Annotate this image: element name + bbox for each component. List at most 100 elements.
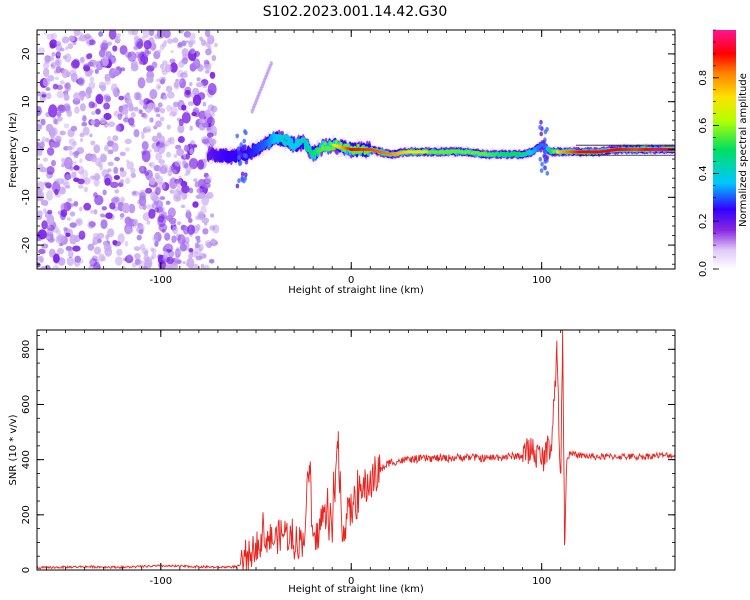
noise-blob	[100, 219, 108, 230]
burst-blob	[244, 159, 249, 165]
noise-blob	[54, 188, 59, 196]
bottom-x-tick-label: -100	[149, 576, 172, 587]
noise-blob	[74, 255, 81, 263]
noise-blob	[211, 111, 215, 117]
top-y-tick-label: -10	[21, 189, 32, 205]
noise-blob	[145, 76, 154, 84]
burst-blob	[235, 183, 240, 189]
noise-blob	[73, 92, 82, 101]
noise-blob	[152, 234, 158, 243]
noise-streak	[269, 61, 273, 66]
trace-cell	[302, 138, 306, 142]
noise-blob	[88, 101, 95, 109]
noise-blob	[151, 142, 157, 150]
burst-blob	[244, 172, 248, 178]
noise-blob	[67, 249, 74, 259]
noise-blob	[63, 181, 71, 188]
noise-blob	[166, 104, 173, 112]
noise-blob	[133, 129, 140, 138]
noise-blob	[204, 30, 211, 38]
noise-blob	[93, 209, 98, 215]
noise-blob	[40, 118, 46, 126]
burst-blob	[539, 147, 543, 153]
noise-blob	[188, 218, 193, 223]
burst-blob	[545, 126, 549, 132]
noise-blob	[41, 136, 46, 143]
noise-blob	[150, 247, 154, 252]
noise-blob	[189, 125, 193, 131]
trace-core-cell	[424, 150, 428, 154]
noise-blob	[194, 181, 199, 188]
noise-blob	[56, 51, 61, 57]
colorbar-tick-label: 0.6	[698, 118, 709, 134]
trace-cell	[282, 134, 286, 139]
noise-blob	[211, 55, 217, 62]
noise-blob	[117, 233, 125, 244]
burst-blob	[241, 145, 246, 151]
burst-blob	[235, 133, 239, 139]
noise-blob	[109, 202, 116, 210]
noise-blob	[163, 250, 169, 258]
noise-blob	[179, 243, 187, 252]
noise-blob	[44, 56, 51, 65]
noise-blob	[71, 171, 77, 179]
noise-blob	[151, 135, 159, 142]
noise-blob	[52, 83, 59, 90]
noise-blob	[165, 151, 172, 158]
noise-blob	[62, 55, 68, 60]
noise-blob	[69, 222, 77, 228]
noise-blob	[158, 223, 168, 232]
noise-blob	[115, 256, 123, 266]
noise-blob	[188, 32, 196, 41]
noise-blob	[133, 218, 139, 226]
noise-blob	[88, 221, 96, 228]
chart-title: S102.2023.001.14.42.G30	[263, 4, 448, 20]
noise-blob	[162, 246, 167, 252]
noise-blob	[107, 168, 112, 173]
noise-blob	[114, 36, 121, 44]
noise-blob	[199, 36, 204, 41]
noise-blob	[97, 238, 102, 244]
noise-blob	[79, 57, 86, 64]
noise-blob	[93, 60, 100, 66]
noise-blob	[156, 78, 160, 82]
noise-blob	[120, 196, 125, 203]
noise-blob	[90, 140, 96, 146]
burst-blob	[545, 155, 550, 161]
trace-cell	[278, 134, 282, 139]
noise-blob	[157, 86, 161, 89]
noise-blob	[122, 202, 130, 214]
noise-blob	[186, 209, 190, 213]
noise-blob	[167, 169, 173, 177]
noise-blob	[209, 225, 216, 231]
noise-blob	[155, 146, 162, 151]
trace-cell	[281, 137, 285, 142]
noise-blob	[92, 242, 96, 246]
noise-blob	[47, 209, 53, 215]
noise-blob	[157, 102, 163, 108]
noise-blob	[126, 226, 133, 234]
noise-blob	[133, 91, 141, 101]
noise-blob	[79, 32, 83, 36]
noise-blob	[89, 258, 98, 267]
burst-blob	[539, 168, 544, 174]
noise-blob	[93, 192, 98, 198]
noise-blob	[136, 234, 142, 241]
noise-blob	[124, 255, 134, 264]
noise-blob	[112, 142, 119, 152]
noise-blob	[164, 64, 172, 73]
noise-blob	[156, 113, 161, 118]
noise-blob	[146, 204, 154, 210]
noise-blob	[103, 93, 111, 103]
noise-blob	[120, 112, 124, 117]
noise-blob	[158, 212, 162, 216]
noise-blob	[93, 246, 102, 255]
noise-blob	[189, 82, 193, 87]
noise-blob	[187, 224, 196, 235]
noise-blob	[46, 190, 54, 201]
noise-blob	[124, 240, 129, 247]
noise-blob	[148, 30, 155, 37]
colorbar-tick-label: 0.2	[698, 213, 709, 229]
colorbar-tick-label: 0.0	[698, 261, 709, 277]
noise-blob	[107, 149, 114, 155]
